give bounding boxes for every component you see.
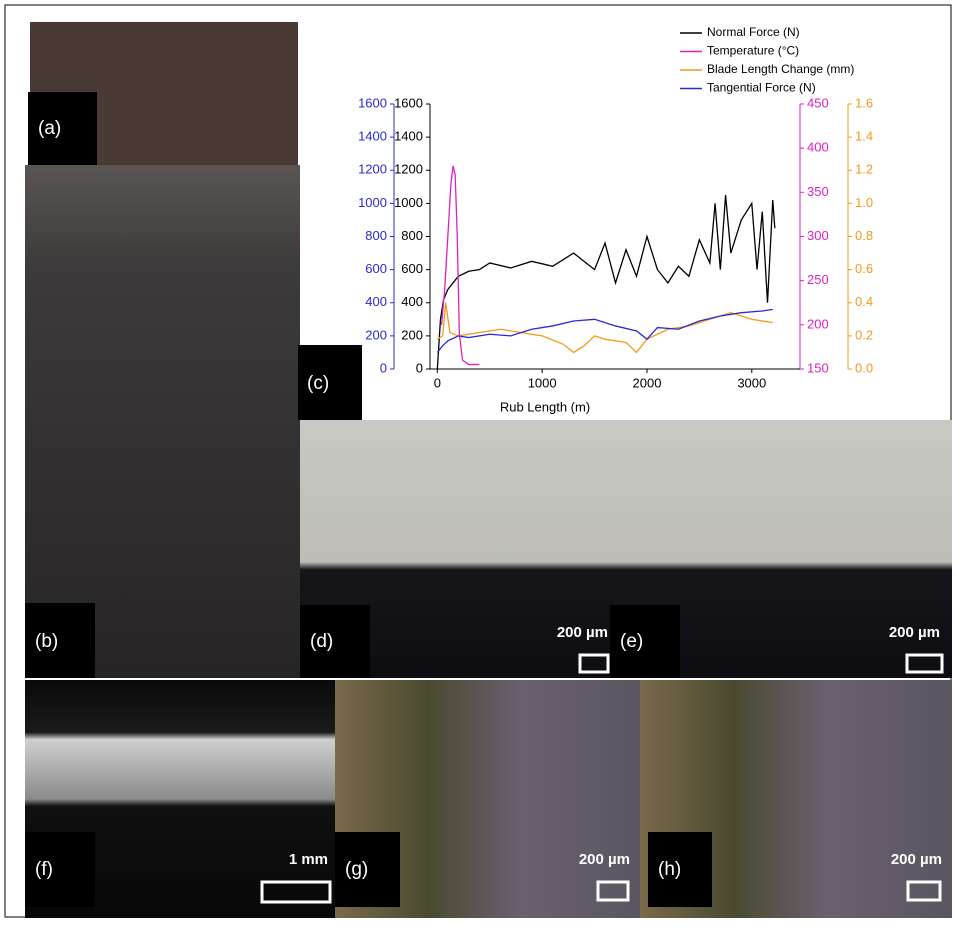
legend-label: Blade Length Change (mm)	[707, 62, 854, 76]
y-tick-label: 0.2	[855, 327, 873, 342]
y-tick-label: 0.6	[855, 261, 873, 276]
y-tick-label: 400	[807, 140, 829, 155]
panel-label: (b)	[35, 631, 58, 652]
x-tick-label: 2000	[633, 375, 662, 390]
y-tick-label: 200	[401, 327, 423, 342]
y-tick-label: 1200	[358, 162, 387, 177]
y-tick-label: 1200	[394, 162, 423, 177]
panel-label: (a)	[38, 118, 61, 139]
x-tick-label: 3000	[737, 375, 766, 390]
series-line	[437, 195, 775, 369]
y-tick-label: 0.8	[855, 228, 873, 243]
y-tick-label: 250	[807, 272, 829, 287]
panel-label: (c)	[307, 373, 329, 394]
y-tick-label: 300	[807, 228, 829, 243]
x-tick-label: 0	[434, 375, 441, 390]
x-axis-title: Rub Length (m)	[500, 399, 590, 414]
y-tick-label: 1.4	[855, 129, 873, 144]
scale-label: 1 mm	[289, 851, 328, 868]
panel-label: (h)	[658, 859, 681, 880]
legend-label: Normal Force (N)	[707, 25, 800, 39]
y-tick-label: 1000	[358, 195, 387, 210]
y-tick-label: 350	[807, 184, 829, 199]
y-tick-label: 1.6	[855, 95, 873, 110]
y-tick-label: 800	[365, 228, 387, 243]
panel-label: (f)	[35, 859, 53, 880]
y-tick-label: 0.0	[855, 360, 873, 375]
y-tick-label: 1400	[394, 129, 423, 144]
y-tick-label: 150	[807, 360, 829, 375]
panel-label: (e)	[620, 631, 643, 652]
y-tick-label: 600	[401, 261, 423, 276]
panel-label: (g)	[345, 859, 368, 880]
scale-label: 200 µm	[891, 851, 942, 868]
scale-label: 200 µm	[889, 624, 940, 641]
series-line	[442, 166, 480, 365]
y-tick-label: 200	[807, 316, 829, 331]
y-tick-label: 0	[416, 360, 423, 375]
panel-label: (d)	[310, 631, 333, 652]
page: (a) (b) (c) (d) (e) (f) (g) (h) 200 µm 2…	[0, 0, 957, 927]
y-tick-label: 450	[807, 95, 829, 110]
scale-label: 200 µm	[557, 624, 608, 641]
y-tick-label: 800	[401, 228, 423, 243]
y-tick-label: 1600	[394, 95, 423, 110]
figure: (a) (b) (c) (d) (e) (f) (g) (h) 200 µm 2…	[0, 0, 957, 922]
y-tick-label: 0	[380, 360, 387, 375]
series-line	[437, 303, 772, 353]
y-tick-label: 400	[401, 294, 423, 309]
y-tick-label: 600	[365, 261, 387, 276]
photo-b	[25, 165, 300, 678]
y-tick-label: 1.2	[855, 162, 873, 177]
y-tick-label: 1400	[358, 129, 387, 144]
y-tick-label: 1600	[358, 95, 387, 110]
scale-label: 200 µm	[579, 851, 630, 868]
legend-label: Temperature (°C)	[707, 44, 799, 58]
x-tick-label: 1000	[528, 375, 557, 390]
y-tick-label: 1000	[394, 195, 423, 210]
y-tick-label: 0.4	[855, 294, 873, 309]
y-tick-label: 200	[365, 327, 387, 342]
y-tick-label: 400	[365, 294, 387, 309]
legend-label: Tangential Force (N)	[707, 81, 816, 95]
y-tick-label: 1.0	[855, 195, 873, 210]
